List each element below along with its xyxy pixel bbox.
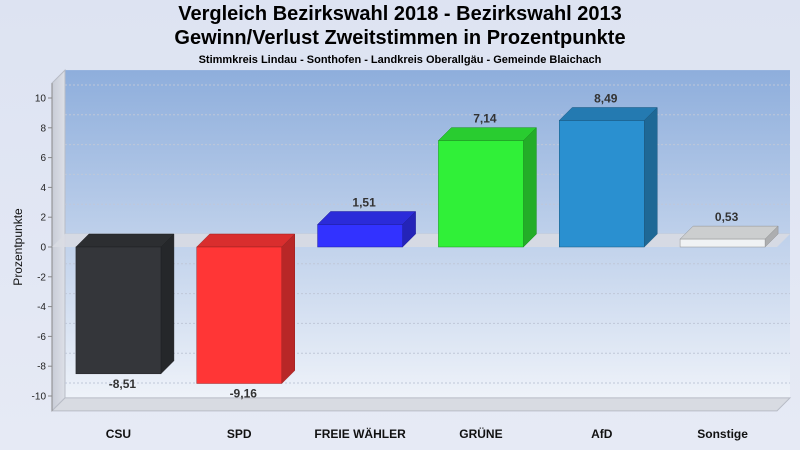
value-label: 1,51 <box>352 196 376 210</box>
bar-side <box>644 106 658 248</box>
value-label: -8,51 <box>109 377 137 391</box>
bar-front <box>196 246 282 384</box>
bar-top <box>316 211 417 225</box>
y-tick-label: -10 <box>32 392 47 403</box>
bar-spd <box>196 233 296 385</box>
y-tick-label: -6 <box>37 332 46 343</box>
category-label: FREIE WÄHLER <box>314 426 406 441</box>
y-tick-label: 6 <box>40 153 46 164</box>
y-tick-label: -8 <box>37 362 46 373</box>
bar-front <box>679 238 766 248</box>
bar-top <box>679 225 779 240</box>
bar-front <box>438 140 524 248</box>
category-label: Sonstige <box>697 427 748 441</box>
y-tick-label: 2 <box>40 213 46 224</box>
bar-top <box>75 233 175 248</box>
y-tick-label: -4 <box>37 302 46 313</box>
category-label: AfD <box>591 427 613 441</box>
value-label: 7,14 <box>473 112 497 126</box>
y-tick-label: 10 <box>35 94 47 105</box>
y-tick-label: 4 <box>40 183 46 194</box>
bar-side <box>523 127 537 248</box>
value-label: 8,49 <box>594 91 618 105</box>
value-label: -9,16 <box>230 386 258 400</box>
bar-front <box>317 224 403 248</box>
bar-sonstige <box>679 225 779 248</box>
category-label: CSU <box>106 427 131 441</box>
bar-side <box>160 233 175 375</box>
bar-afd <box>558 106 658 248</box>
y-tick-label: 0 <box>40 243 46 254</box>
chart-title: Vergleich Bezirkswahl 2018 - Bezirkswahl… <box>178 3 622 25</box>
bar-top <box>558 107 658 121</box>
chart-subtitle: Gewinn/Verlust Zweitstimmen in Prozentpu… <box>174 27 626 49</box>
bar-side <box>281 233 295 385</box>
y-tick-label: 8 <box>40 123 46 134</box>
bar-top <box>196 233 296 248</box>
bar-gr-ne <box>437 127 538 248</box>
bar-front <box>75 246 162 375</box>
category-label: SPD <box>227 427 252 441</box>
bar-freie-w-hler <box>316 210 417 248</box>
bar-front <box>559 120 645 248</box>
bar-top <box>437 127 538 141</box>
category-label: GRÜNE <box>459 426 502 441</box>
chart-location: Stimmkreis Lindau - Sonthofen - Landkrei… <box>198 54 602 66</box>
bar-csu <box>75 233 175 375</box>
y-axis-label: Prozentpunkte <box>11 208 25 286</box>
y-tick-label: -2 <box>37 272 46 283</box>
plot-floor <box>50 397 792 412</box>
value-label: 0,53 <box>715 210 739 224</box>
